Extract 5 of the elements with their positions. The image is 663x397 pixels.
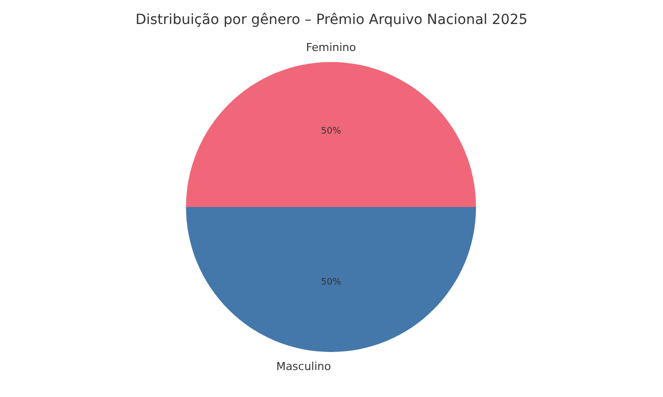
data-label: 50% bbox=[320, 126, 342, 136]
chart-title: Distribuição por gênero – Prêmio Arquivo Nacional 2025 bbox=[135, 12, 528, 28]
slice-label: Masculino bbox=[276, 360, 332, 373]
data-label: 50% bbox=[320, 278, 342, 288]
slice-label: Feminino bbox=[306, 41, 356, 54]
